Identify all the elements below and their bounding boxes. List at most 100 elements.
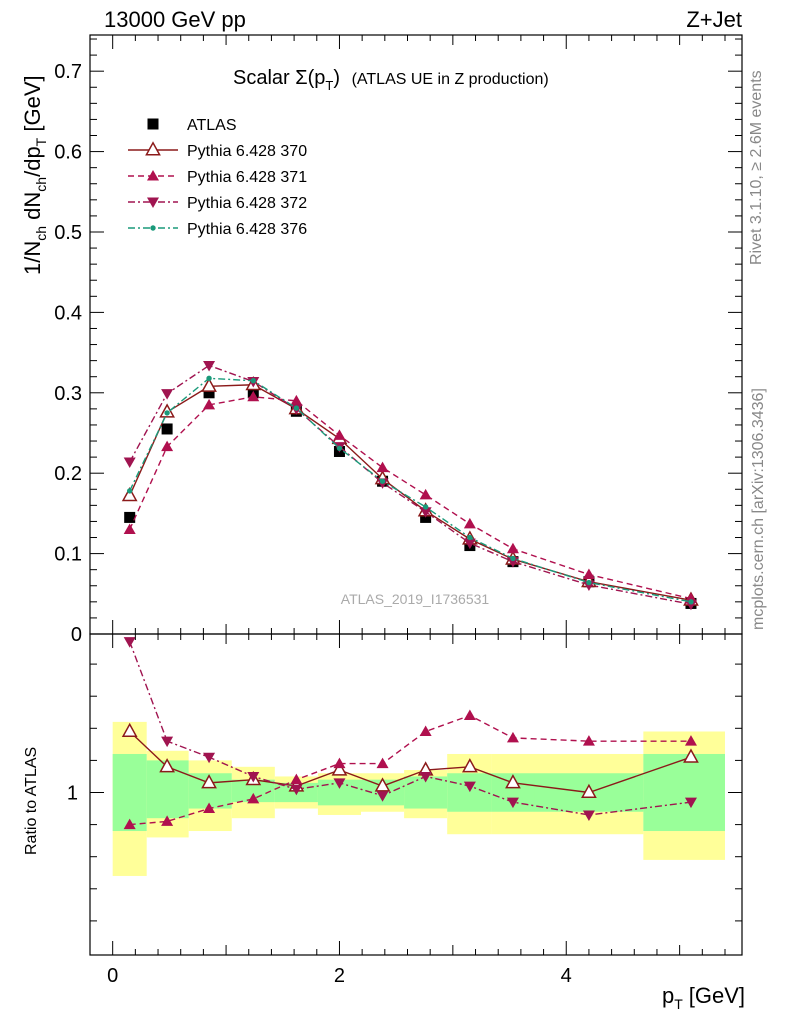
main-panel: 0 0.1 0.2 0.3 0.4 0.5 0.6 0.7 Scalar Σ(pT) (ATL…	[20, 34, 743, 646]
data-point-4	[379, 478, 386, 484]
data-point-4	[688, 599, 694, 605]
chart-title-sub: T	[325, 78, 333, 93]
x-tick-label: 0	[107, 965, 118, 987]
ratio-point-1	[201, 774, 217, 789]
data-point-2	[203, 398, 216, 410]
chart-title-close: )	[333, 67, 340, 89]
data-point-1	[201, 377, 217, 392]
ratio-point-3	[419, 771, 432, 783]
chart-title-main: Scalar Σ(p	[233, 67, 325, 89]
ratio-point-3	[376, 791, 389, 802]
data-point-3	[582, 580, 595, 591]
ratio-point-1	[461, 758, 478, 773]
data-point-3	[506, 557, 519, 568]
analysis-watermark: ATLAS_2019_I1736531	[341, 591, 490, 607]
data-point-2	[419, 488, 432, 500]
data-point-3	[684, 599, 697, 611]
ratio-line-3	[129, 641, 692, 816]
uncertainty-band-green	[231, 779, 275, 803]
y-tick-label: 0.6	[54, 142, 82, 164]
data-point-4	[510, 555, 516, 562]
data-point-2	[161, 440, 174, 452]
x-axis-label: pT [GeV]	[662, 983, 745, 1012]
ratio-point-2	[463, 709, 476, 720]
data-point-2	[463, 517, 476, 529]
data-point-2	[582, 568, 595, 580]
series-line-4	[129, 377, 692, 603]
mcplots-label: mcplots.cern.ch [arXiv:1306.3436]	[750, 388, 767, 630]
x-axis-label-unit: [GeV]	[689, 983, 745, 1008]
data-point-4	[206, 375, 212, 382]
data-point-3	[419, 507, 432, 518]
data-point-2	[247, 390, 260, 402]
series-line-1	[129, 384, 692, 601]
legend-marker-1	[145, 141, 161, 156]
legend-marker-0	[147, 118, 159, 130]
ratio-point-2	[161, 815, 174, 826]
ratio-point-3	[247, 771, 260, 783]
ratio-point-2	[582, 735, 595, 746]
x-tick-label: 4	[561, 965, 572, 987]
data-point-3	[463, 538, 476, 550]
data-point-4	[126, 488, 133, 494]
ratio-point-1	[374, 777, 391, 792]
ratio-y-tick-label: 1	[67, 783, 78, 805]
ratio-point-3	[333, 778, 346, 789]
y-tick-label: 0.3	[54, 383, 82, 405]
data-point-4	[467, 534, 473, 541]
ratio-point-1	[505, 774, 521, 789]
x-axis-label-sub: T	[674, 996, 683, 1012]
ratio-point-2	[419, 725, 432, 737]
ratio-point-1	[683, 748, 699, 763]
data-point-1	[121, 486, 138, 502]
y-tick-label: 0.5	[54, 222, 82, 244]
ratio-point-2	[247, 792, 260, 804]
ratio-point-1	[331, 761, 348, 776]
data-point-4	[586, 579, 592, 586]
legend-label-4: Pythia 6.428 376	[187, 221, 307, 238]
ratio-point-3	[463, 781, 476, 793]
ratio-point-3	[203, 752, 216, 764]
legend-label-1: Pythia 6.428 370	[187, 143, 307, 160]
legend-marker-2	[147, 170, 159, 181]
ratio-point-2	[376, 757, 389, 769]
uncertainty-band-green	[643, 753, 725, 832]
y-tick-label: 0.2	[54, 463, 82, 485]
ratio-point-2	[123, 818, 136, 830]
data-point-0	[161, 423, 173, 435]
data-point-4	[336, 445, 343, 451]
x-tick-label: 2	[334, 965, 345, 987]
data-point-2	[290, 394, 303, 406]
x-axis-label-main: p	[662, 983, 674, 1008]
uncertainty-band-green	[447, 773, 492, 812]
y-tick-label: 0.4	[54, 302, 82, 324]
ratio-frame	[89, 633, 743, 956]
ratio-point-1	[121, 722, 138, 738]
y-tick-label: 0.7	[54, 61, 82, 83]
data-point-0	[124, 511, 136, 523]
header-right: Z+Jet	[686, 7, 742, 32]
ratio-point-3	[684, 797, 697, 809]
ratio-line-1	[129, 731, 692, 794]
data-point-3	[161, 389, 174, 400]
data-point-4	[293, 405, 300, 411]
ratio-point-2	[684, 735, 697, 746]
ratio-point-3	[290, 784, 303, 796]
data-point-3	[203, 360, 216, 372]
y-tick-label: 0	[71, 624, 82, 646]
ratio-point-2	[506, 731, 519, 743]
series-line-3	[129, 364, 692, 605]
data-point-4	[422, 504, 429, 510]
ratio-point-2	[203, 802, 216, 814]
data-point-4	[164, 410, 170, 416]
y-axis-label-text: 1/N	[20, 241, 45, 275]
legend-marker-4	[150, 225, 156, 231]
data-point-3	[123, 457, 136, 468]
chart-title: Scalar Σ(pT) (ATLAS UE in Z production)	[233, 67, 549, 93]
data-point-0	[203, 387, 215, 399]
data-point-2	[333, 429, 346, 440]
ratio-point-3	[582, 810, 595, 821]
ratio-point-2	[290, 773, 303, 785]
legend-label-0: ATLAS	[187, 117, 237, 134]
series-line-2	[129, 396, 692, 600]
